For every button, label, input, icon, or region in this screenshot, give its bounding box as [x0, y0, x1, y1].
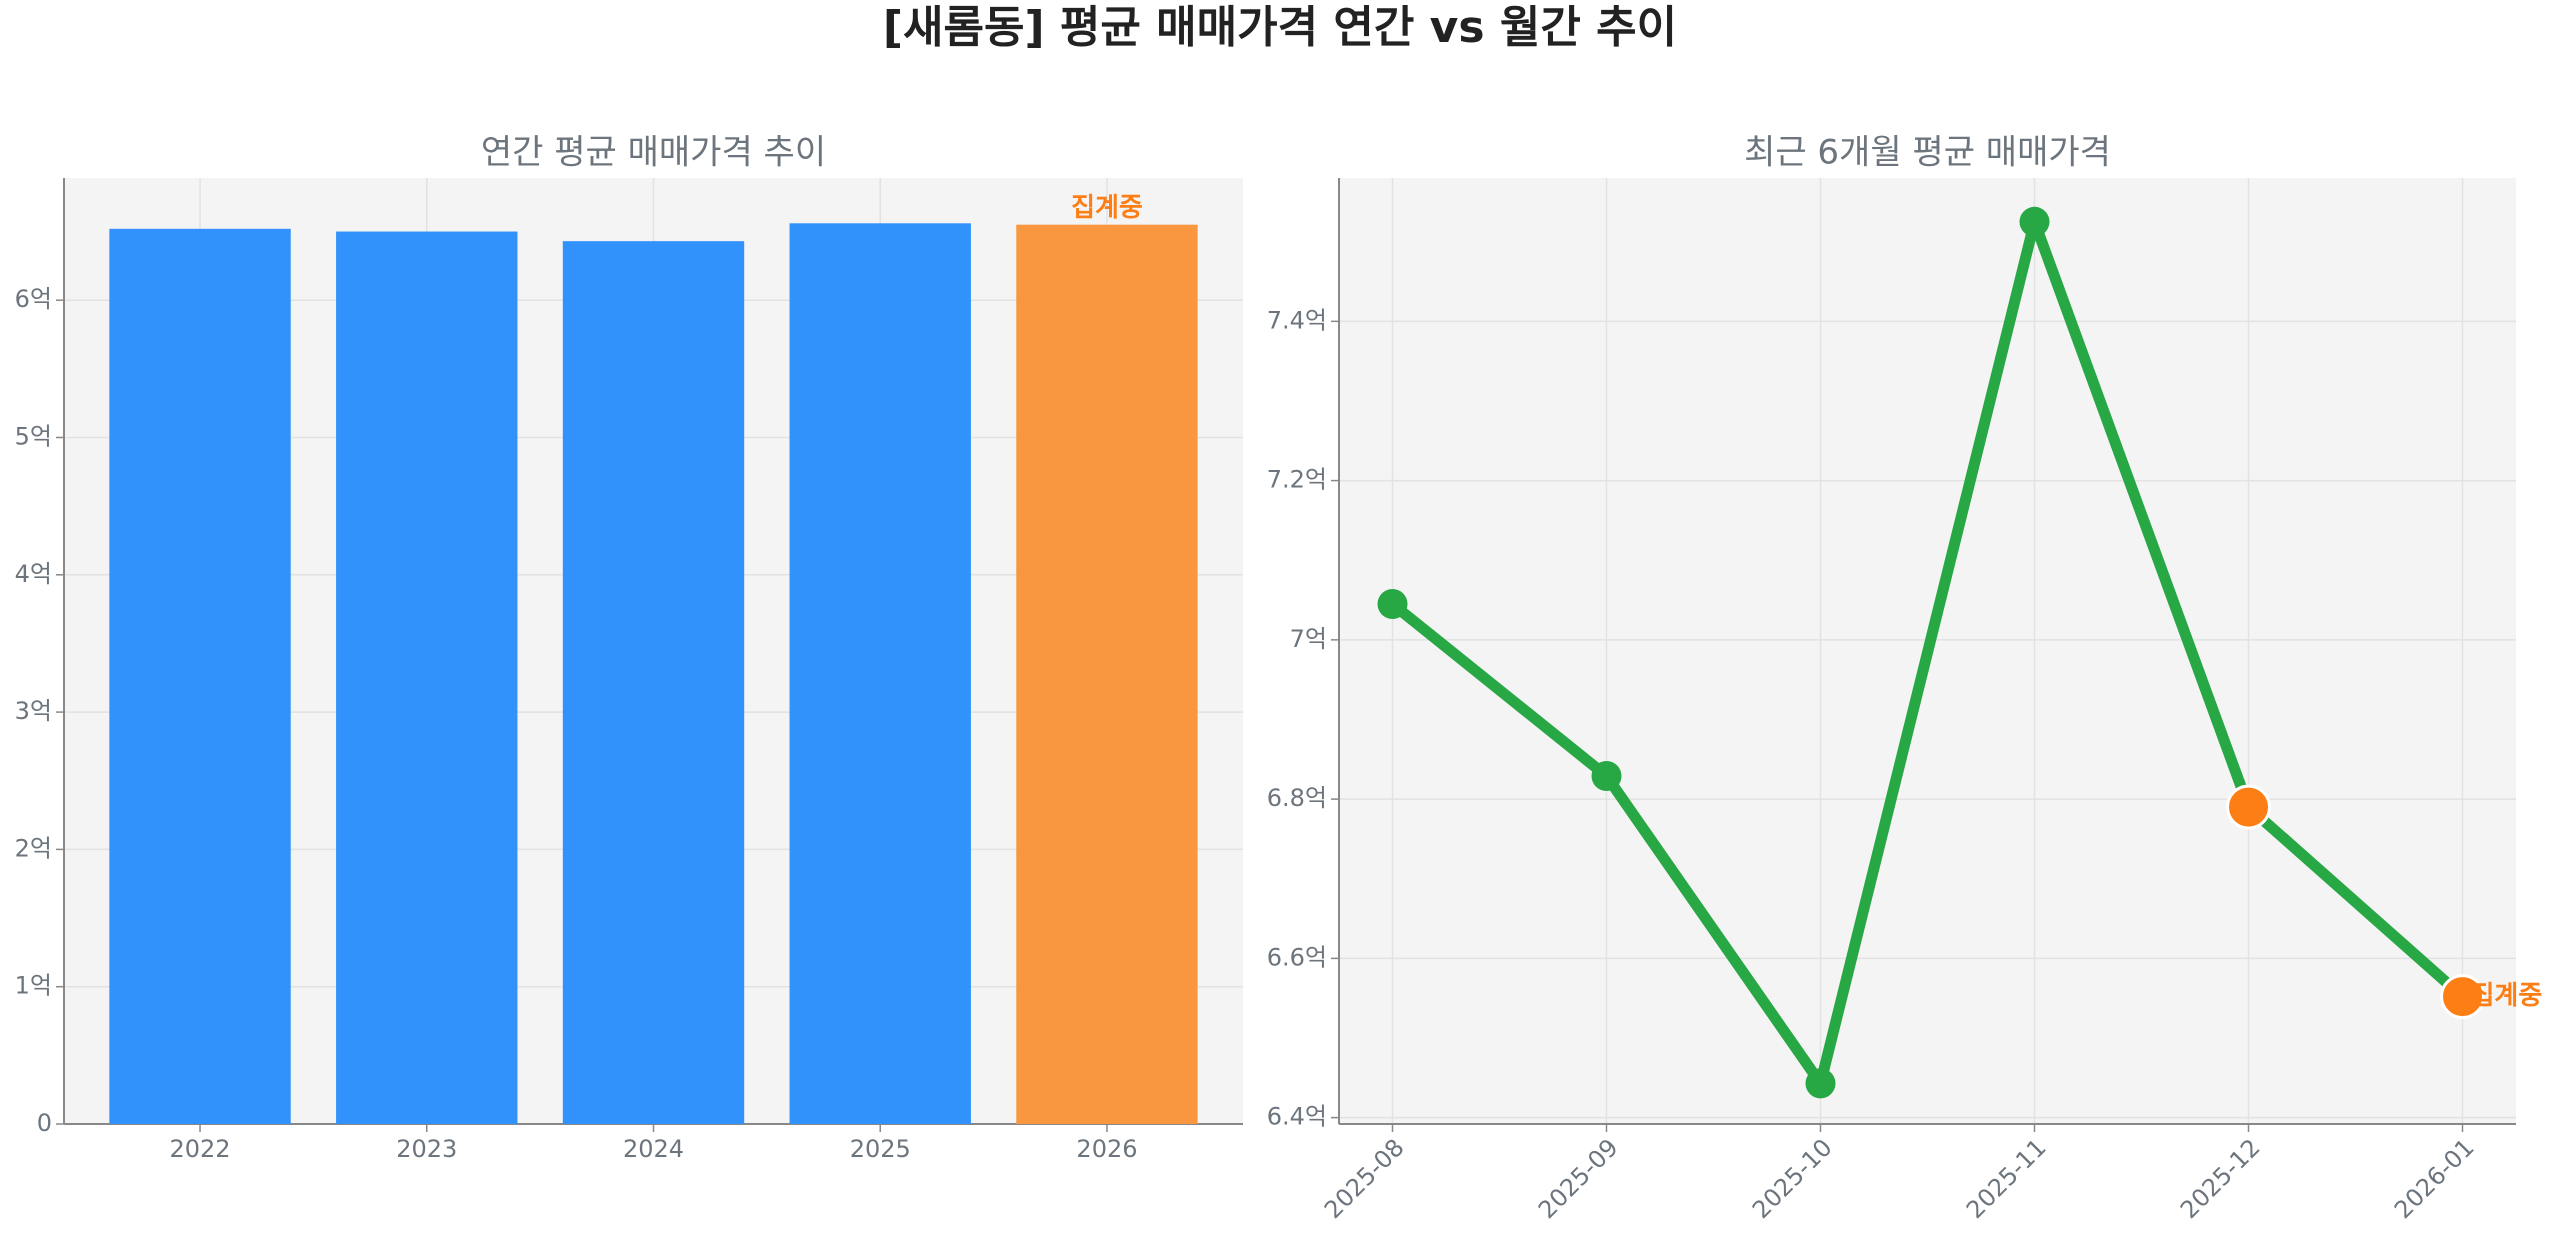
subplot-title: 연간 평균 매매가격 추이: [481, 133, 826, 173]
marker: [1591, 761, 1622, 792]
figure-title: [새롬동] 평균 매매가격 연간 vs 월간 추이: [883, 2, 1677, 53]
y-tick-label: 6억: [15, 285, 52, 313]
y-tick-label: 0: [37, 1109, 52, 1137]
y-tick-label: 6.4억: [1267, 1103, 1327, 1131]
y-tick-label: 7.2억: [1267, 466, 1327, 494]
x-tick-label: 2025-10: [1747, 1133, 1838, 1224]
marker: [1377, 589, 1408, 620]
x-tick-label: 2025-12: [2175, 1133, 2266, 1224]
annotation: 집계중: [1071, 193, 1143, 223]
x-tick-label: 2026: [1076, 1135, 1137, 1163]
x-tick-label: 2025-11: [1961, 1133, 2052, 1224]
y-tick-label: 2억: [15, 834, 52, 862]
x-tick-label: 2023: [396, 1135, 457, 1163]
marker: [2440, 974, 2485, 1020]
y-tick-label: 6.8억: [1267, 784, 1327, 812]
subplot-title: 최근 6개월 평균 매매가격: [1744, 133, 2111, 173]
x-tick-label: 2024: [623, 1135, 684, 1163]
bar: [789, 223, 971, 1124]
marker: [2019, 206, 2050, 237]
x-tick-label: 2025: [850, 1135, 911, 1163]
y-tick-label: 6.6억: [1267, 943, 1327, 971]
bar: [336, 231, 518, 1124]
line: [1389, 216, 2467, 1089]
x-tick-label: 2026-01: [2389, 1133, 2480, 1224]
bar: [109, 228, 291, 1125]
marker: [2226, 784, 2271, 830]
marker: [1805, 1068, 1836, 1099]
y-tick-label: 1억: [15, 972, 52, 1000]
y-tick-label: 7.4억: [1267, 306, 1327, 334]
bar: [562, 241, 745, 1124]
y-tick-label: 4억: [15, 560, 52, 588]
x-tick-label: 2022: [169, 1135, 230, 1163]
annotation: 집계중: [2471, 981, 2543, 1011]
y-tick-label: 5억: [15, 422, 52, 450]
bar: [1016, 224, 1198, 1125]
y-tick-label: 7억: [1290, 625, 1327, 653]
y-tick-label: 3억: [15, 697, 52, 725]
x-tick-label: 2025-08: [1319, 1133, 1410, 1224]
x-tick-label: 2025-09: [1533, 1133, 1624, 1224]
